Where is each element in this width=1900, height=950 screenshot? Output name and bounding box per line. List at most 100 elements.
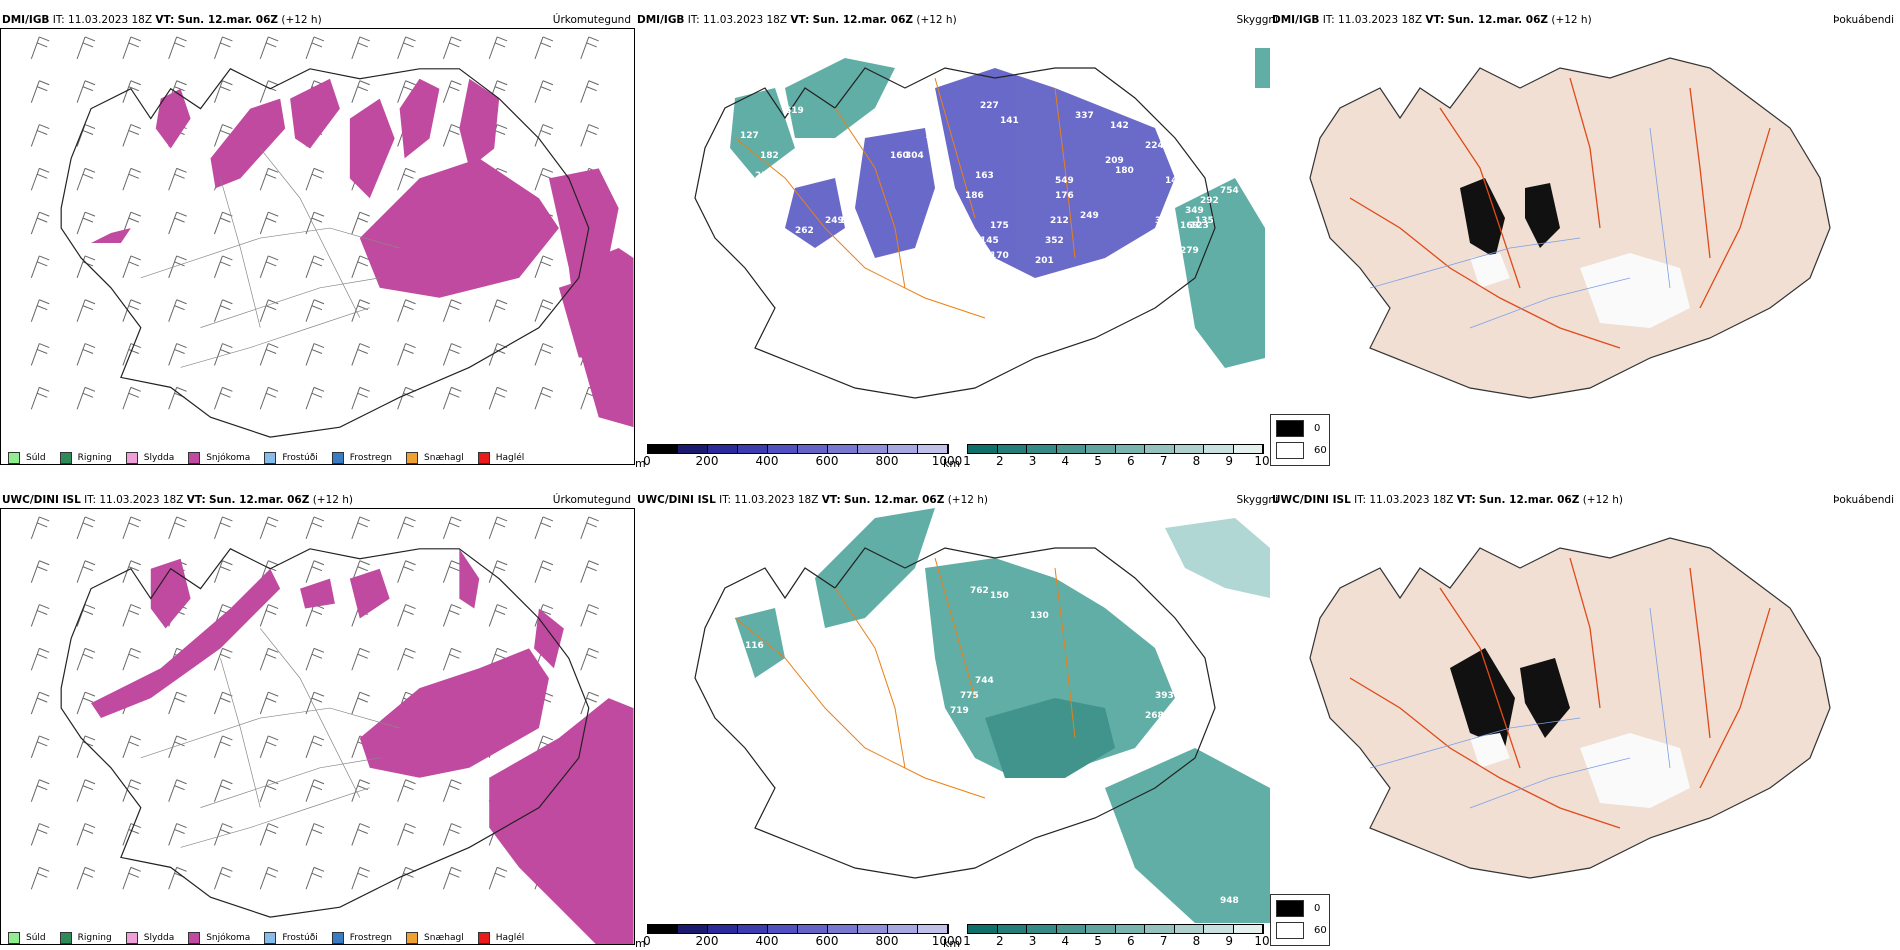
- colorbar-tick: 1: [963, 454, 971, 468]
- wind-barb: [442, 604, 462, 627]
- colorbar-tick: 10: [1254, 934, 1270, 948]
- peak-label: 116: [745, 641, 764, 651]
- peak-label: 245: [1055, 321, 1074, 331]
- wind-barb: [534, 386, 554, 410]
- peak-label: 337: [1075, 111, 1094, 121]
- colorbar-swatch: [1145, 925, 1175, 933]
- precip-map: [0, 28, 635, 465]
- wind-barb: [442, 124, 462, 147]
- legend-item: Súld: [8, 452, 46, 464]
- wind-barb: [76, 167, 96, 191]
- colorbar-swatch: [738, 925, 768, 933]
- colorbar-tick: 7: [1159, 454, 1168, 468]
- wind-barb: [30, 167, 50, 191]
- colorbar-tick: 1000: [931, 454, 963, 468]
- wind-barb: [214, 343, 233, 366]
- wind-barb: [580, 516, 599, 540]
- snow-areas: [91, 78, 634, 428]
- colorbar-swatch: [798, 925, 828, 933]
- wind-barb: [122, 255, 141, 279]
- peak-label: 127: [740, 131, 759, 141]
- colorbar-tick: 4: [1061, 934, 1070, 948]
- peak-label: 205: [1135, 276, 1154, 286]
- wind-barb: [488, 866, 508, 890]
- colorbar-tick: 6: [1127, 934, 1135, 948]
- wind-barb: [259, 691, 279, 715]
- colorbar-tick: 0: [643, 934, 651, 948]
- colorbar-swatch: [798, 445, 828, 453]
- fog-legend-item: 0: [1276, 900, 1320, 917]
- wind-barb: [488, 604, 508, 627]
- wind-barb: [305, 167, 325, 191]
- wind-barb: [168, 36, 187, 60]
- wind-barb: [122, 124, 141, 147]
- wind-barb: [397, 560, 416, 583]
- wind-barb: [305, 735, 325, 759]
- peak-label: 145: [980, 236, 999, 246]
- visibility-map: 567 620 116 705 762 150 130 385 744 775 719 301 977 3…: [694, 508, 1270, 923]
- wind-barb: [351, 386, 370, 410]
- wind-barb: [259, 823, 279, 846]
- wind-barb: [76, 647, 96, 671]
- wind-barb: [351, 211, 370, 235]
- colorbar-swatch: [1115, 925, 1145, 933]
- colorbar-tick: 600: [815, 934, 839, 948]
- vis-scale-km: km 1 2 3 4 5 6 7 8 9 10: [943, 444, 1270, 470]
- colorbar-tick: 400: [755, 454, 779, 468]
- colorbar-tick: 10: [1254, 454, 1270, 468]
- legend-item: Snæhagl: [406, 452, 464, 464]
- wind-barb: [397, 167, 416, 191]
- wind-barb: [76, 80, 96, 103]
- peak-label: 153: [750, 196, 769, 206]
- wind-barb: [442, 299, 462, 322]
- wind-barb: [76, 560, 96, 583]
- wind-barb: [534, 299, 554, 322]
- peak-label: 201: [1035, 256, 1054, 266]
- wind-barb: [305, 343, 325, 366]
- legend-item: Slydda: [125, 932, 174, 944]
- wind-barb: [305, 386, 325, 410]
- colorbar-tick: 1000: [931, 934, 963, 948]
- wind-barb: [122, 735, 141, 759]
- peak-label: 719: [950, 706, 969, 716]
- peak-label: 160: [890, 151, 909, 161]
- wind-barb: [305, 516, 325, 540]
- wind-barb: [580, 80, 599, 103]
- vis-m-colorbar: [647, 924, 949, 934]
- wind-barb: [30, 779, 50, 802]
- wind-barb: [580, 604, 599, 627]
- wind-barb: [122, 647, 141, 671]
- wind-barb: [259, 604, 279, 627]
- peak-label: 220: [1160, 261, 1179, 271]
- colorbar-tick: 3: [1028, 454, 1037, 468]
- peak-label: 148: [1165, 176, 1184, 186]
- wind-barb: [168, 823, 187, 846]
- wind-barb: [534, 80, 554, 103]
- peak-label: 775: [960, 691, 979, 701]
- visibility-map: 6191271822515313326230411624938016012122…: [694, 48, 1270, 399]
- colorbar-swatch: [918, 925, 948, 933]
- colorbar-tick: 800: [875, 454, 899, 468]
- peak-label: 348: [945, 746, 964, 756]
- wind-barb: [30, 255, 50, 279]
- panel-visibility-row2: UWC/DINI ISL IT: 11.03.2023 18Z VT: Sun.…: [635, 490, 1278, 950]
- snow-areas: [91, 548, 634, 944]
- wind-barb: [442, 560, 462, 583]
- wind-barb: [76, 823, 96, 846]
- wind-barb: [442, 516, 462, 540]
- wind-barb: [30, 386, 50, 410]
- colorbar-swatch: [1233, 445, 1263, 453]
- colorbar-swatch: [738, 445, 768, 453]
- peak-label: 352: [1045, 236, 1064, 246]
- wind-barb: [259, 343, 279, 366]
- peak-label: 279: [1180, 246, 1199, 256]
- peak-label: 227: [980, 101, 999, 111]
- wind-barb: [442, 779, 462, 802]
- colorbar-tick: 800: [875, 934, 899, 948]
- peak-label: 268: [1145, 711, 1164, 721]
- wind-barb: [122, 823, 141, 846]
- peak-label: 25: [755, 171, 768, 181]
- peak-label: 762: [970, 586, 989, 596]
- colorbar-swatch: [997, 445, 1027, 453]
- wind-barb: [168, 386, 187, 410]
